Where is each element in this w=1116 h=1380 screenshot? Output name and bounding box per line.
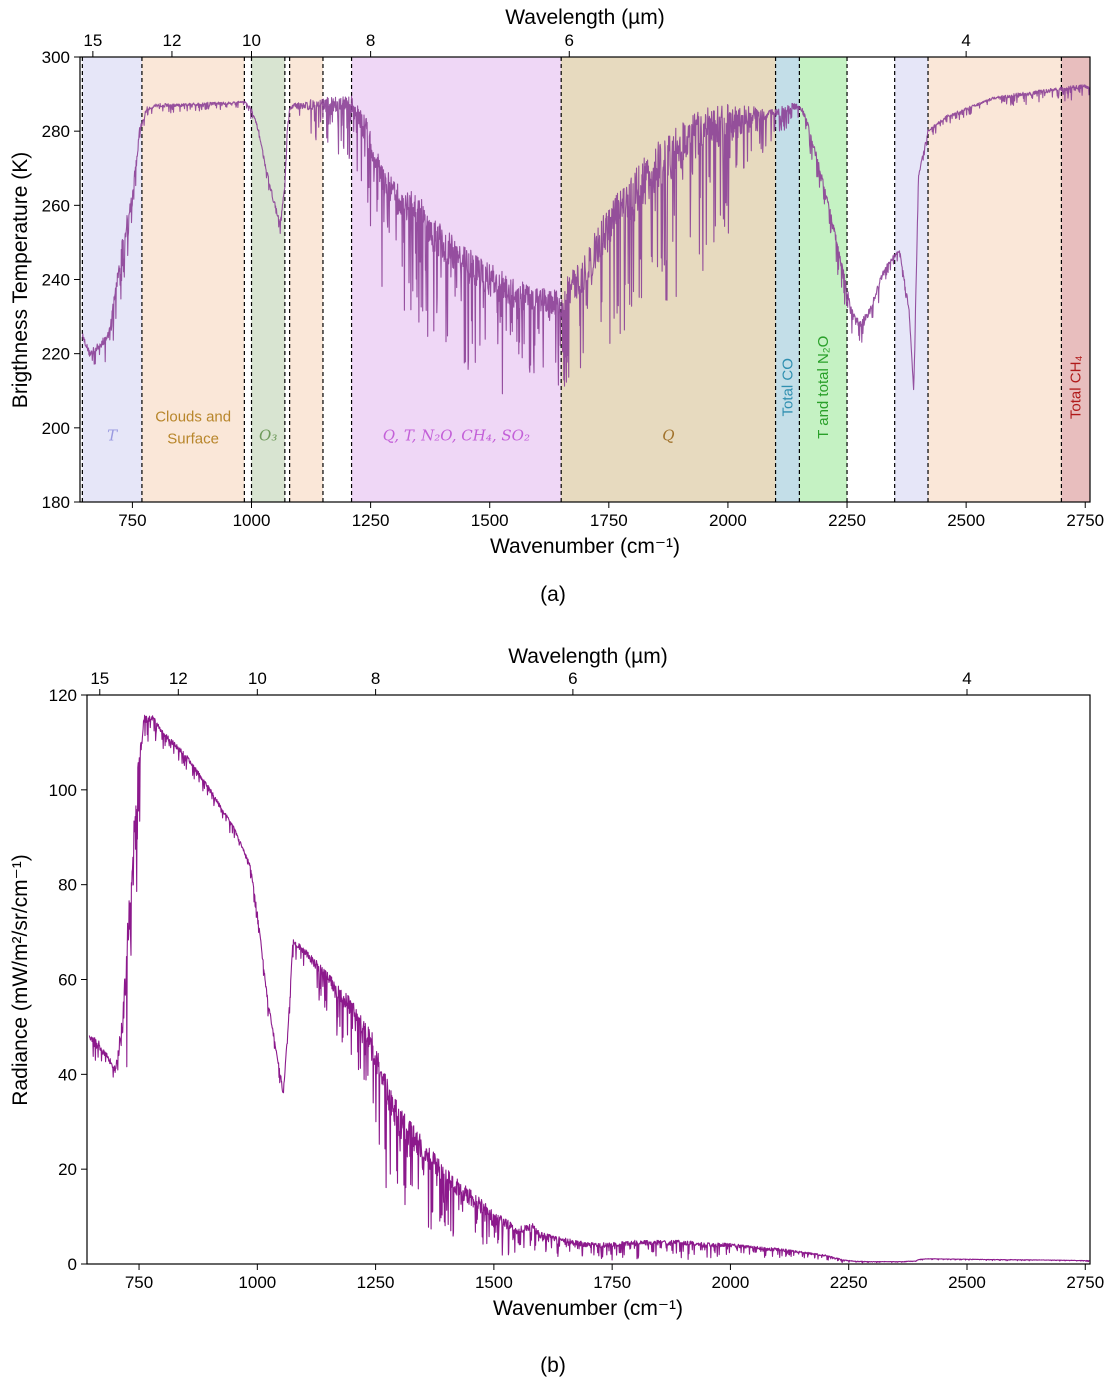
panel-b-top-label: Wavelength (µm) (508, 645, 668, 668)
x-tick-label-6: 2250 (830, 1273, 868, 1292)
spectrum-series-0 (88, 714, 1090, 1264)
panel-b-spectrum (88, 714, 1090, 1264)
region-label-6: Total CO (779, 358, 796, 416)
y-tick-label-5: 100 (49, 781, 77, 800)
region-label-1-line-0: Clouds and (155, 408, 231, 425)
x-tick-label-8: 2750 (1066, 511, 1104, 530)
region-band-8 (894, 57, 929, 502)
panel-b-top-axis: 15 12 10 8 6 4 (90, 669, 972, 695)
top-tick-label-0: 15 (83, 31, 102, 50)
panel-b-chart: 750 1000 1250 1500 1750 2000 2250 2500 2750 0 20 4… (9, 645, 1104, 1377)
panel-a-caption: (a) (540, 583, 566, 606)
panel-a-top-label: Wavelength (µm) (505, 6, 665, 29)
panel-b-y-label: Radiance (mW/m²/sr/cm⁻¹) (9, 854, 32, 1105)
region-label-4: Q, T, N₂O, CH₄, SO₂ (383, 426, 530, 444)
x-tick-label-3: 1500 (475, 1273, 513, 1292)
top-tick-label-3: 8 (371, 669, 380, 688)
y-tick-label-5: 280 (42, 122, 70, 141)
top-tick-label-5: 4 (961, 31, 970, 50)
y-tick-label-1: 200 (42, 419, 70, 438)
y-tick-label-2: 40 (58, 1065, 77, 1084)
panel-b-x-axis: 750 1000 1250 1500 1750 2000 2250 2500 2750 (125, 1264, 1104, 1292)
region-band-10 (1061, 57, 1090, 502)
panel-a-region-labels: T Clouds and Surface O₃ Q, T, N₂O, CH₄, SO₂ Q… (107, 336, 1085, 448)
x-tick-label-5: 2000 (709, 511, 747, 530)
x-tick-label-7: 2500 (947, 511, 985, 530)
x-tick-label-4: 1750 (590, 511, 628, 530)
x-tick-label-6: 2250 (828, 511, 866, 530)
y-tick-label-0: 180 (42, 493, 70, 512)
top-tick-label-5: 4 (962, 669, 971, 688)
y-tick-label-1: 20 (58, 1160, 77, 1179)
panel-a-x-label: Wavenumber (cm⁻¹) (490, 535, 680, 558)
panel-b-x-label: Wavenumber (cm⁻¹) (493, 1297, 683, 1320)
x-tick-label-7: 2500 (948, 1273, 986, 1292)
top-tick-label-3: 8 (366, 31, 375, 50)
x-tick-label-1: 1000 (238, 1273, 276, 1292)
panel-a-y-label: Brigthness Temperature (K) (9, 152, 32, 408)
x-tick-label-0: 750 (118, 511, 146, 530)
region-band-6 (775, 57, 800, 502)
panel-a-chart: T Clouds and Surface O₃ Q, T, N₂O, CH₄, SO₂ Q… (9, 6, 1104, 606)
x-tick-label-5: 2000 (712, 1273, 750, 1292)
top-tick-label-0: 15 (90, 669, 109, 688)
top-tick-label-4: 6 (565, 31, 574, 50)
y-tick-label-2: 220 (42, 345, 70, 364)
region-label-5: Q (662, 426, 674, 444)
y-tick-label-3: 240 (42, 271, 70, 290)
region-band-0 (82, 57, 142, 502)
region-band-9 (928, 57, 1062, 502)
panel-b-caption: (b) (540, 1354, 566, 1377)
spectrum-series-0 (81, 84, 1090, 395)
panel-a-x-axis: 750 1000 1250 1500 1750 2000 2250 2500 2750 (118, 502, 1104, 530)
y-tick-label-6: 120 (49, 686, 77, 705)
top-tick-label-1: 12 (162, 31, 181, 50)
region-label-0: T (107, 426, 118, 444)
top-tick-label-4: 6 (568, 669, 577, 688)
y-tick-label-6: 300 (42, 48, 70, 67)
y-tick-label-0: 0 (68, 1255, 77, 1274)
panel-a-top-axis: 15 12 10 8 6 4 (83, 31, 971, 57)
region-label-2: O₃ (259, 426, 277, 444)
panel-b-y-axis: 0 20 40 60 80 100 120 (49, 686, 87, 1274)
top-tick-label-1: 12 (169, 669, 188, 688)
x-tick-label-4: 1750 (593, 1273, 631, 1292)
top-tick-label-2: 10 (242, 31, 261, 50)
region-label-10: Total CH₄ (1068, 355, 1085, 419)
x-tick-label-1: 1000 (233, 511, 271, 530)
region-band-3 (289, 57, 323, 502)
y-tick-label-3: 60 (58, 971, 77, 990)
panel-a-spectrum (81, 84, 1090, 395)
y-tick-label-4: 260 (42, 196, 70, 215)
region-label-1-line-1: Surface (167, 430, 219, 447)
x-tick-label-3: 1500 (471, 511, 509, 530)
x-tick-label-2: 1250 (352, 511, 390, 530)
x-tick-label-2: 1250 (357, 1273, 395, 1292)
top-tick-label-2: 10 (248, 669, 267, 688)
region-band-1 (141, 57, 245, 502)
region-band-2 (251, 57, 285, 502)
region-band-7 (799, 57, 848, 502)
panel-a-y-axis: 180 200 220 240 260 280 300 (42, 48, 80, 512)
x-tick-label-0: 750 (125, 1273, 153, 1292)
panel-b-frame (86, 694, 1091, 1265)
y-tick-label-4: 80 (58, 876, 77, 895)
x-tick-label-8: 2750 (1066, 1273, 1104, 1292)
region-label-7: T and total N₂O (815, 336, 832, 439)
